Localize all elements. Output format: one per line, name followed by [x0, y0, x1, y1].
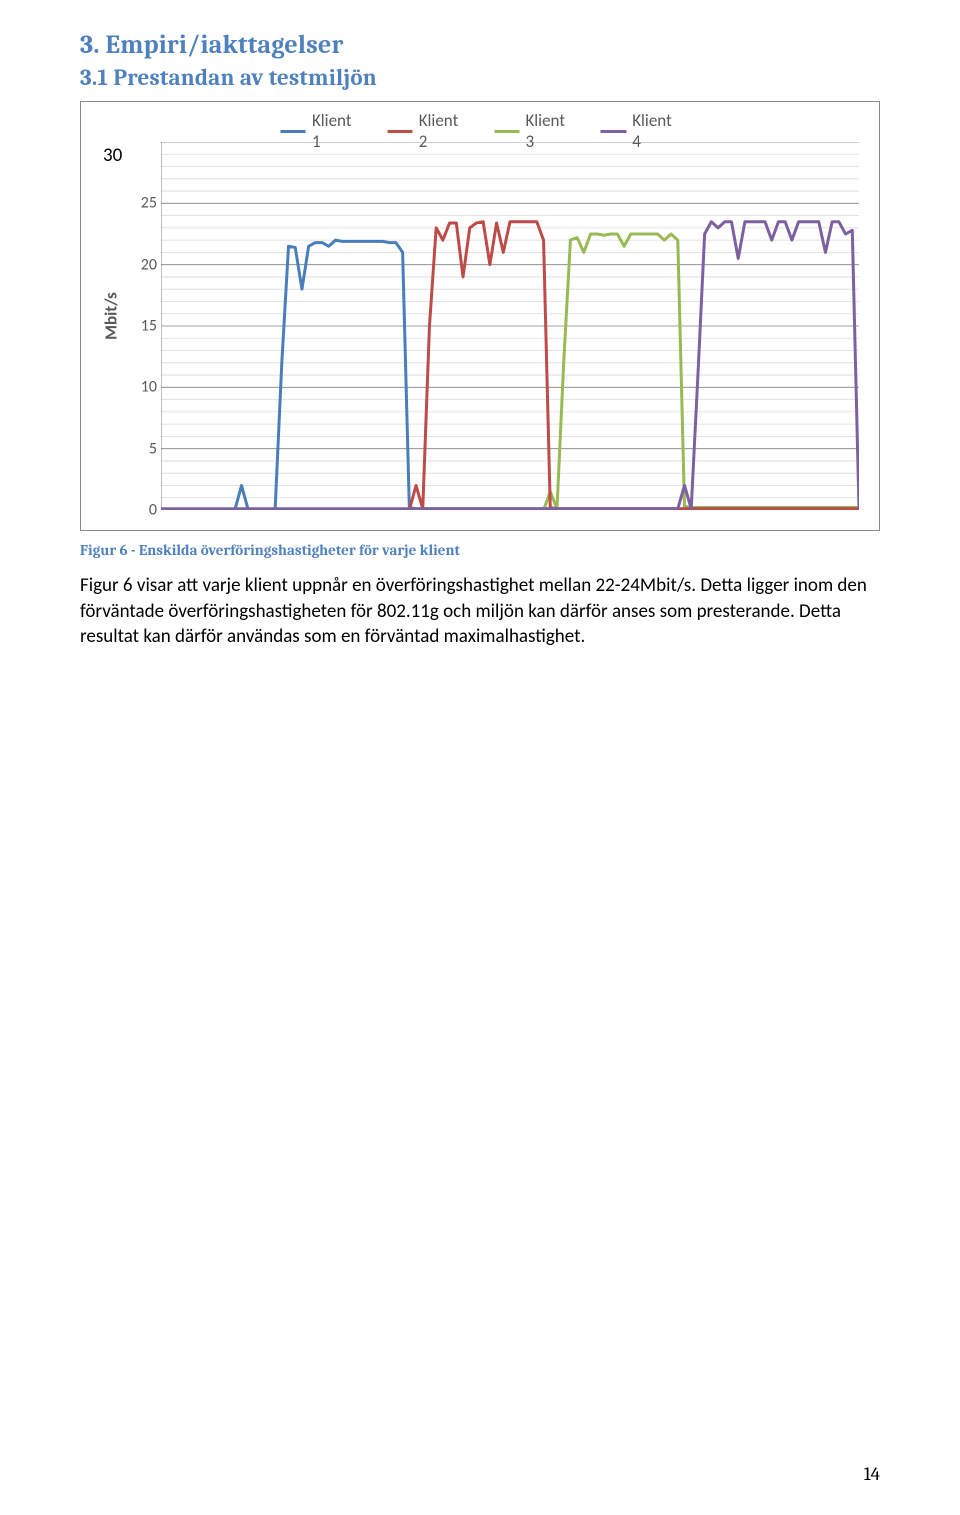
legend-swatch-icon [281, 130, 306, 133]
y-tick-label: 0 [131, 501, 157, 520]
y-tick-label: 5 [131, 439, 157, 458]
y-ticks: 0510152025 [131, 142, 157, 510]
chart-container: 30 Klient 1 Klient 2 Klient 3 Klient 4 M… [80, 101, 880, 531]
y-tick-label: 10 [131, 378, 157, 397]
heading-3: 3.1 Prestandan av testmiljön [80, 64, 880, 91]
plot-area [161, 142, 859, 510]
chart-svg [161, 142, 859, 510]
figure-caption: Figur 6 - Enskilda överföringshastighete… [80, 541, 880, 559]
y-tick-label: 15 [131, 317, 157, 336]
heading-2: 3. Empiri/iakttagelser [80, 30, 880, 60]
legend-swatch-icon [387, 130, 412, 133]
y-tick-label: 25 [131, 194, 157, 213]
body-paragraph: Figur 6 visar att varje klient uppnår en… [80, 573, 880, 650]
y-tick-30-outside: 30 [103, 144, 122, 167]
y-axis-label: Mbit/s [100, 292, 121, 340]
y-tick-label: 20 [131, 255, 157, 274]
legend-swatch-icon [494, 130, 519, 133]
page-number: 14 [864, 1463, 880, 1485]
legend-swatch-icon [601, 130, 626, 133]
